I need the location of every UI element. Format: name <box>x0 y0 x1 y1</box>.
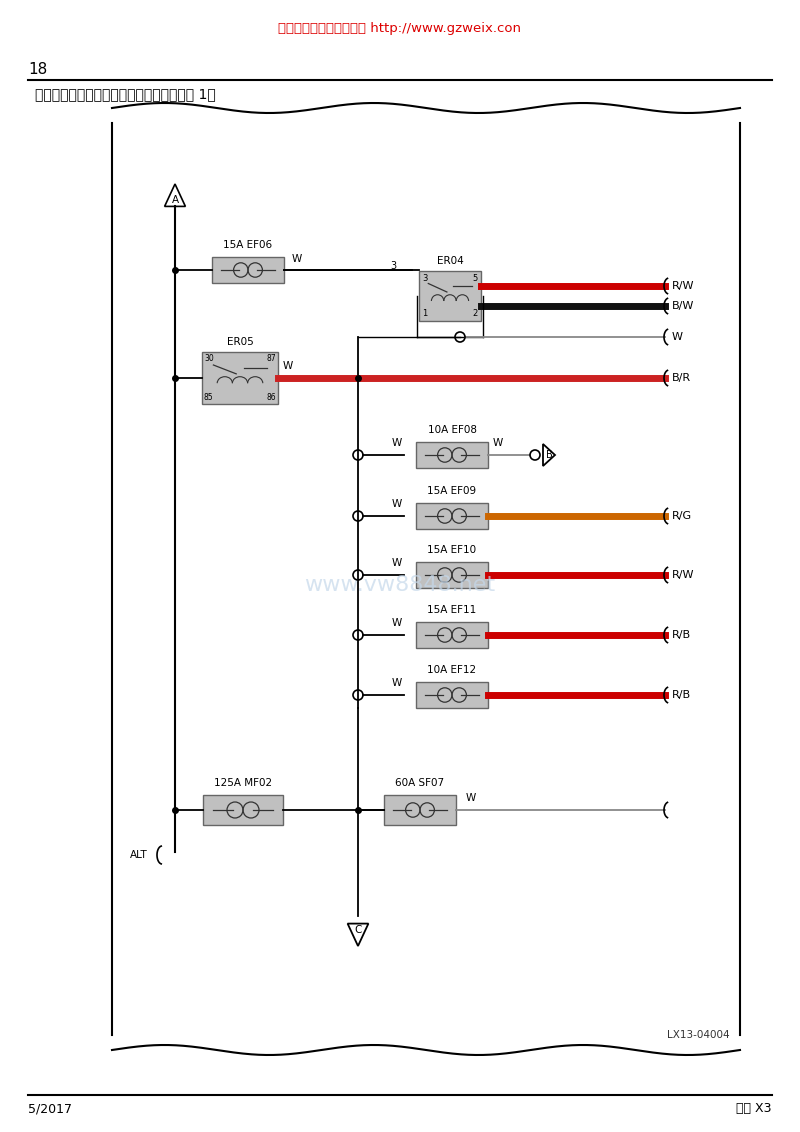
Text: R/W: R/W <box>672 571 694 580</box>
Text: B/W: B/W <box>672 301 694 311</box>
Text: 30: 30 <box>204 354 214 363</box>
Text: W: W <box>392 618 402 628</box>
Text: LX13-04004: LX13-04004 <box>667 1030 730 1040</box>
Text: C: C <box>354 925 362 935</box>
Text: 5: 5 <box>473 274 478 283</box>
Text: 18: 18 <box>28 62 47 77</box>
Text: 85: 85 <box>204 393 214 402</box>
Text: W: W <box>283 361 294 371</box>
Text: ALT: ALT <box>130 850 148 860</box>
FancyBboxPatch shape <box>416 561 488 588</box>
Text: 87: 87 <box>266 354 276 363</box>
Text: 10A EF08: 10A EF08 <box>427 424 477 435</box>
Text: R/B: R/B <box>672 631 691 640</box>
Text: 15A EF10: 15A EF10 <box>427 544 477 555</box>
Text: 3: 3 <box>422 274 427 283</box>
FancyBboxPatch shape <box>419 271 481 321</box>
Text: 10A EF12: 10A EF12 <box>427 664 477 675</box>
FancyBboxPatch shape <box>416 621 488 648</box>
Text: B/R: B/R <box>672 374 691 383</box>
Text: 125A MF02: 125A MF02 <box>214 778 272 788</box>
Text: W: W <box>493 438 503 448</box>
Text: ER04: ER04 <box>437 256 463 266</box>
Text: B: B <box>546 451 552 460</box>
Text: W: W <box>466 794 476 803</box>
Text: R/B: R/B <box>672 691 691 700</box>
Text: 1: 1 <box>422 309 427 318</box>
Text: W: W <box>292 254 302 264</box>
Text: 远景 X3: 远景 X3 <box>737 1101 772 1115</box>
FancyBboxPatch shape <box>416 503 488 529</box>
Text: 发动机舱保险丝、继电器盒内部线路图（续 1）: 发动机舱保险丝、继电器盒内部线路图（续 1） <box>35 87 216 101</box>
FancyBboxPatch shape <box>202 352 278 404</box>
Text: 15A EF06: 15A EF06 <box>223 240 273 250</box>
Text: 86: 86 <box>266 393 276 402</box>
Text: 5/2017: 5/2017 <box>28 1101 72 1115</box>
Text: 15A EF09: 15A EF09 <box>427 486 477 496</box>
Text: 15A EF11: 15A EF11 <box>427 604 477 615</box>
Text: R/W: R/W <box>672 281 694 291</box>
Text: 2: 2 <box>473 309 478 318</box>
Text: www.vw8848.net: www.vw8848.net <box>305 575 495 595</box>
Text: W: W <box>392 678 402 688</box>
FancyBboxPatch shape <box>203 795 283 825</box>
Text: 60A SF07: 60A SF07 <box>395 778 445 788</box>
FancyBboxPatch shape <box>416 441 488 468</box>
Text: W: W <box>392 438 402 448</box>
Text: R/G: R/G <box>672 511 692 521</box>
Text: W: W <box>392 558 402 568</box>
Text: 3: 3 <box>390 261 396 271</box>
Text: ER05: ER05 <box>226 337 254 348</box>
FancyBboxPatch shape <box>212 257 284 283</box>
FancyBboxPatch shape <box>384 795 456 825</box>
Text: A: A <box>171 195 178 205</box>
FancyBboxPatch shape <box>416 681 488 708</box>
Text: W: W <box>672 332 683 342</box>
Text: 资料来源：精通维修下载 http://www.gzweix.con: 资料来源：精通维修下载 http://www.gzweix.con <box>278 22 522 35</box>
Text: W: W <box>392 499 402 509</box>
